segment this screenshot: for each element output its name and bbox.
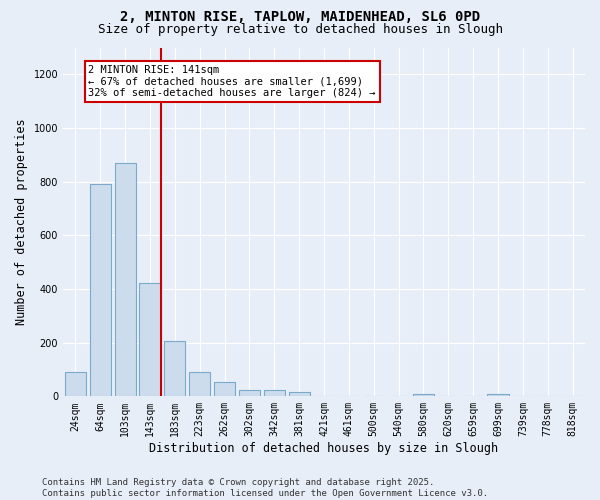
Text: Size of property relative to detached houses in Slough: Size of property relative to detached ho… bbox=[97, 22, 503, 36]
Bar bbox=[65, 372, 86, 396]
Bar bbox=[413, 394, 434, 396]
Bar bbox=[487, 394, 509, 396]
Bar bbox=[139, 283, 161, 397]
Bar bbox=[90, 184, 111, 396]
Bar bbox=[115, 164, 136, 396]
Bar bbox=[239, 390, 260, 396]
Y-axis label: Number of detached properties: Number of detached properties bbox=[15, 118, 28, 325]
Text: 2, MINTON RISE, TAPLOW, MAIDENHEAD, SL6 0PD: 2, MINTON RISE, TAPLOW, MAIDENHEAD, SL6 … bbox=[120, 10, 480, 24]
Bar bbox=[264, 390, 285, 396]
Text: Contains HM Land Registry data © Crown copyright and database right 2025.
Contai: Contains HM Land Registry data © Crown c… bbox=[42, 478, 488, 498]
Bar bbox=[164, 341, 185, 396]
X-axis label: Distribution of detached houses by size in Slough: Distribution of detached houses by size … bbox=[149, 442, 499, 455]
Bar bbox=[189, 372, 211, 396]
Bar bbox=[289, 392, 310, 396]
Bar bbox=[214, 382, 235, 396]
Text: 2 MINTON RISE: 141sqm
← 67% of detached houses are smaller (1,699)
32% of semi-d: 2 MINTON RISE: 141sqm ← 67% of detached … bbox=[88, 65, 376, 98]
